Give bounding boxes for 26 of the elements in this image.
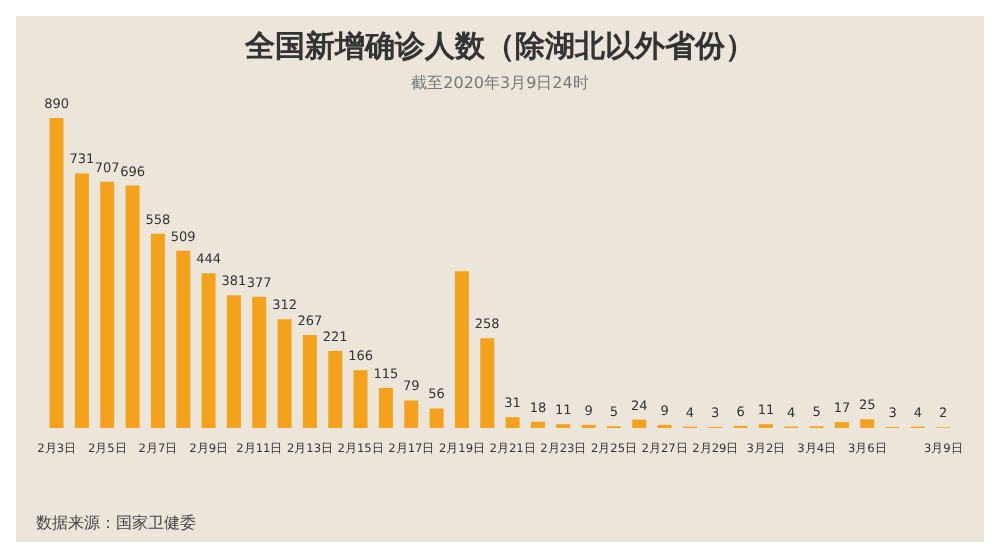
chart-subtitle: 截至2020年3月9日24时 <box>409 72 591 94</box>
bar <box>632 419 647 428</box>
bar <box>353 370 368 428</box>
bar <box>49 118 64 428</box>
bar <box>277 319 292 428</box>
bar <box>328 351 343 428</box>
bar <box>125 185 140 428</box>
source-note: 数据来源：国家卫健委 <box>36 514 196 532</box>
bar <box>454 271 469 428</box>
chart-title: 全国新增确诊人数（除湖北以外省份） <box>242 26 757 66</box>
bar <box>302 335 317 428</box>
bar <box>530 421 545 428</box>
bar <box>378 387 393 428</box>
bar <box>201 273 216 428</box>
bar <box>480 338 495 428</box>
bar <box>100 181 115 428</box>
bar <box>429 408 444 428</box>
bar <box>860 419 875 428</box>
bar <box>176 250 191 428</box>
bar <box>834 422 849 428</box>
bar <box>74 173 89 428</box>
bar <box>226 295 241 428</box>
bar <box>505 417 520 428</box>
bar <box>252 296 267 428</box>
bar <box>404 400 419 428</box>
bar <box>150 233 165 428</box>
